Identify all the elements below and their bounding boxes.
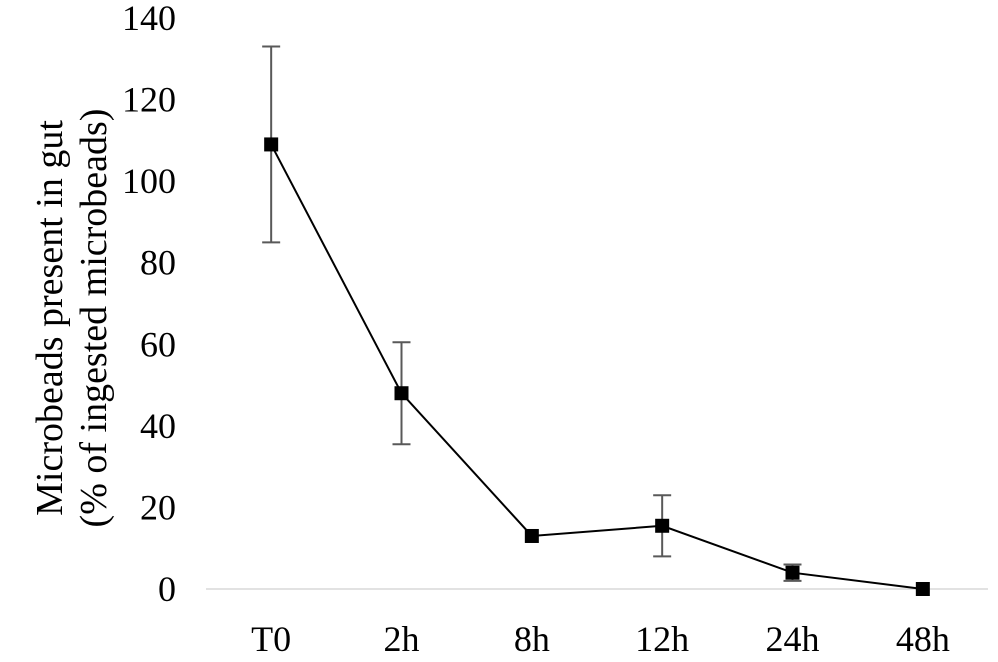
x-tick-label: 2h [384,619,420,659]
y-tick-label: 20 [140,487,176,527]
data-point-marker [394,386,409,401]
y-axis-title: Microbeads present in gut (% of ingested… [29,109,115,528]
y-axis-title-line2: (% of ingested microbeads) [73,109,115,528]
y-tick-label: 80 [140,243,176,283]
data-point-marker [785,565,800,580]
y-tick-label: 60 [140,324,176,364]
error-bars [262,45,802,582]
x-tick-label: T0 [251,619,291,659]
data-point-marker [524,528,539,543]
x-tick-labels: T0 2h 8h 12h 24h 48h [251,619,950,659]
x-tick-label: 12h [635,619,689,659]
y-tick-label: 0 [158,569,176,609]
x-tick-label: 48h [896,619,950,659]
data-point-marker [655,518,670,533]
data-point-marker [264,137,279,152]
x-tick-label: 8h [514,619,550,659]
y-tick-label: 100 [122,161,176,201]
y-tick-label: 140 [122,0,176,38]
y-axis-title-line1: Microbeads present in gut [29,120,71,516]
series-line [270,143,923,590]
y-tick-label: 40 [140,406,176,446]
y-tick-label: 120 [122,80,176,120]
y-tick-labels: 0 20 40 60 80 100 120 140 [122,0,176,609]
data-points [264,137,930,596]
x-tick-label: 24h [766,619,820,659]
data-point-marker [915,582,930,596]
